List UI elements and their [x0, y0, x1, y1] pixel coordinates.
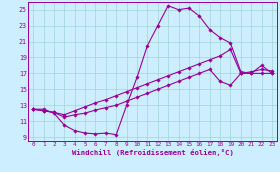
X-axis label: Windchill (Refroidissement éolien,°C): Windchill (Refroidissement éolien,°C)	[72, 149, 234, 155]
